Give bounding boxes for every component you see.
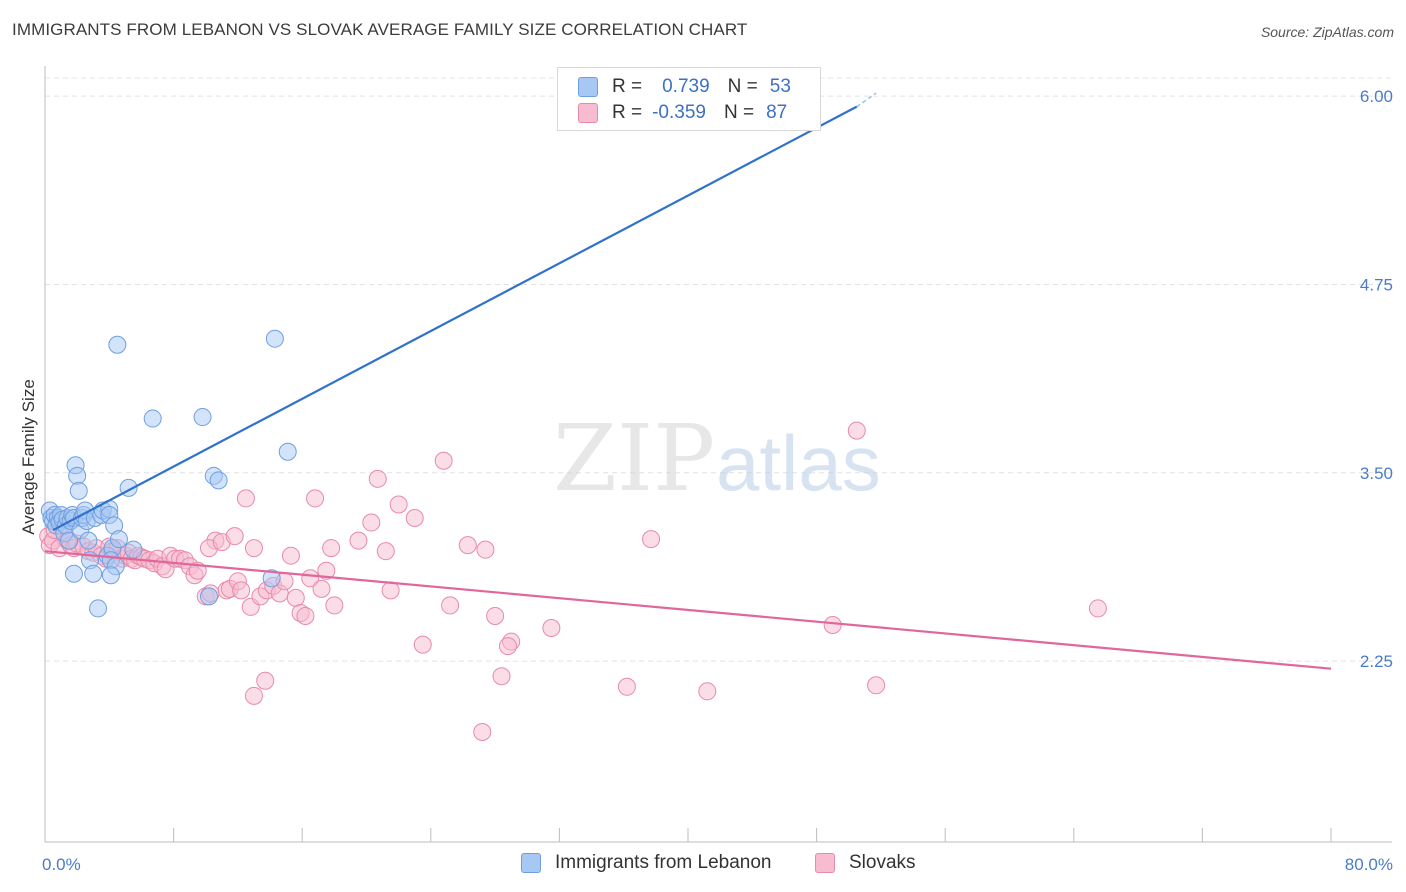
y-tick-label: 3.50 — [1360, 464, 1393, 483]
lebanon-point — [278, 442, 297, 461]
trend-line-lebanon — [52, 105, 858, 532]
legend-n-value: 87 — [766, 102, 788, 123]
y-axis-label: Average Family Size — [19, 379, 38, 535]
legend-item-lebanon: Immigrants from Lebanon — [521, 852, 772, 874]
slovaks-point — [317, 561, 336, 580]
slovaks-point — [306, 489, 325, 508]
x-tick-label: 80.0% — [1345, 855, 1393, 874]
correlation-legend: R = 0.739 N = 53 R = -0.359 N = 87 — [557, 67, 821, 131]
legend-r-label: R = — [612, 76, 643, 97]
slovaks-point — [389, 495, 408, 514]
slovaks-point — [498, 637, 517, 656]
trend-line-slovaks — [44, 550, 1332, 670]
slovaks-point — [486, 606, 505, 625]
slovaks-point — [617, 677, 636, 696]
slovaks-point — [225, 527, 244, 546]
lebanon-point — [84, 564, 103, 583]
slovaks-point — [1088, 599, 1107, 618]
watermark-zip: ZIP — [553, 405, 715, 512]
grid-lines — [45, 77, 1392, 662]
watermark: ZIP atlas — [553, 405, 881, 512]
lebanon-point — [109, 530, 128, 549]
trend-line-lebanon-extension — [856, 92, 877, 108]
lebanon-point — [262, 569, 281, 588]
series-lebanon-points — [40, 87, 738, 618]
slovaks-point — [642, 530, 661, 549]
slovaks-point — [434, 451, 453, 470]
legend-swatch-lebanon — [578, 77, 598, 97]
slovaks-point — [232, 581, 251, 600]
lebanon-point — [265, 329, 284, 348]
legend-r-label: R = — [612, 102, 643, 123]
tick-labels: 2.25 3.50 4.75 6.00 0.0% 80.0% — [42, 87, 1393, 874]
legend-label-lebanon: Immigrants from Lebanon — [555, 852, 772, 873]
slovaks-point — [236, 489, 255, 508]
trend-lines — [44, 92, 1332, 670]
slovaks-point — [296, 606, 315, 625]
lebanon-point — [143, 409, 162, 428]
slovaks-point — [473, 722, 492, 741]
slovaks-point — [256, 671, 275, 690]
lebanon-point — [68, 466, 87, 485]
slovaks-point — [405, 509, 424, 528]
slovaks-point — [458, 536, 477, 555]
lebanon-point — [108, 335, 127, 354]
slovaks-point — [441, 596, 460, 615]
slovaks-point — [362, 513, 381, 532]
slovaks-point — [244, 539, 263, 558]
legend-item-slovaks: Slovaks — [815, 852, 916, 874]
legend-swatch-slovaks — [578, 103, 598, 123]
slovaks-point — [698, 682, 717, 701]
slovaks-point — [823, 616, 842, 635]
legend-label-slovaks: Slovaks — [849, 852, 916, 873]
lebanon-point — [193, 408, 212, 427]
source-credit: Source: ZipAtlas.com — [1260, 24, 1394, 40]
y-tick-label: 6.00 — [1360, 87, 1393, 106]
lebanon-point — [69, 481, 88, 500]
legend-r-value: -0.359 — [652, 102, 706, 123]
slovaks-point — [368, 469, 387, 488]
slovaks-point — [847, 421, 866, 440]
legend-n-label: N = — [727, 76, 758, 97]
y-tick-label: 2.25 — [1360, 652, 1393, 671]
slovaks-point — [413, 635, 432, 654]
slovaks-point — [322, 539, 341, 558]
lebanon-point — [64, 564, 83, 583]
x-tick-label: 0.0% — [42, 855, 81, 874]
slovaks-point — [376, 542, 395, 561]
chart-title: IMMIGRANTS FROM LEBANON VS SLOVAK AVERAG… — [12, 20, 748, 39]
axes — [44, 66, 1392, 843]
slovaks-point — [281, 546, 300, 565]
slovaks-point — [476, 540, 495, 559]
slovaks-point — [492, 667, 511, 686]
legend-swatch-slovaks — [815, 853, 835, 873]
legend-n-value: 53 — [769, 76, 791, 97]
legend-r-value: 0.739 — [662, 76, 710, 97]
legend-swatch-lebanon — [521, 853, 541, 873]
lebanon-point — [199, 587, 218, 606]
slovaks-point — [867, 676, 886, 695]
lebanon-point — [209, 471, 228, 490]
legend-row-slovaks: R = -0.359 N = 87 — [578, 101, 787, 125]
slovaks-point — [312, 579, 331, 598]
lebanon-point — [89, 599, 108, 618]
lebanon-point — [79, 531, 98, 550]
legend-row-lebanon: R = 0.739 N = 53 — [578, 75, 791, 99]
slovaks-point — [542, 619, 561, 638]
lebanon-point — [60, 531, 79, 550]
series-slovaks-points — [39, 421, 1107, 741]
slovaks-point — [325, 596, 344, 615]
series-legend: Immigrants from Lebanon Slovaks — [0, 852, 1406, 878]
legend-n-label: N = — [723, 102, 755, 123]
slovaks-point — [244, 686, 263, 705]
slovaks-point — [349, 531, 368, 550]
lebanon-point — [101, 566, 120, 585]
slovaks-point — [286, 588, 305, 607]
y-tick-label: 4.75 — [1360, 275, 1393, 294]
lebanon-point — [124, 540, 143, 559]
